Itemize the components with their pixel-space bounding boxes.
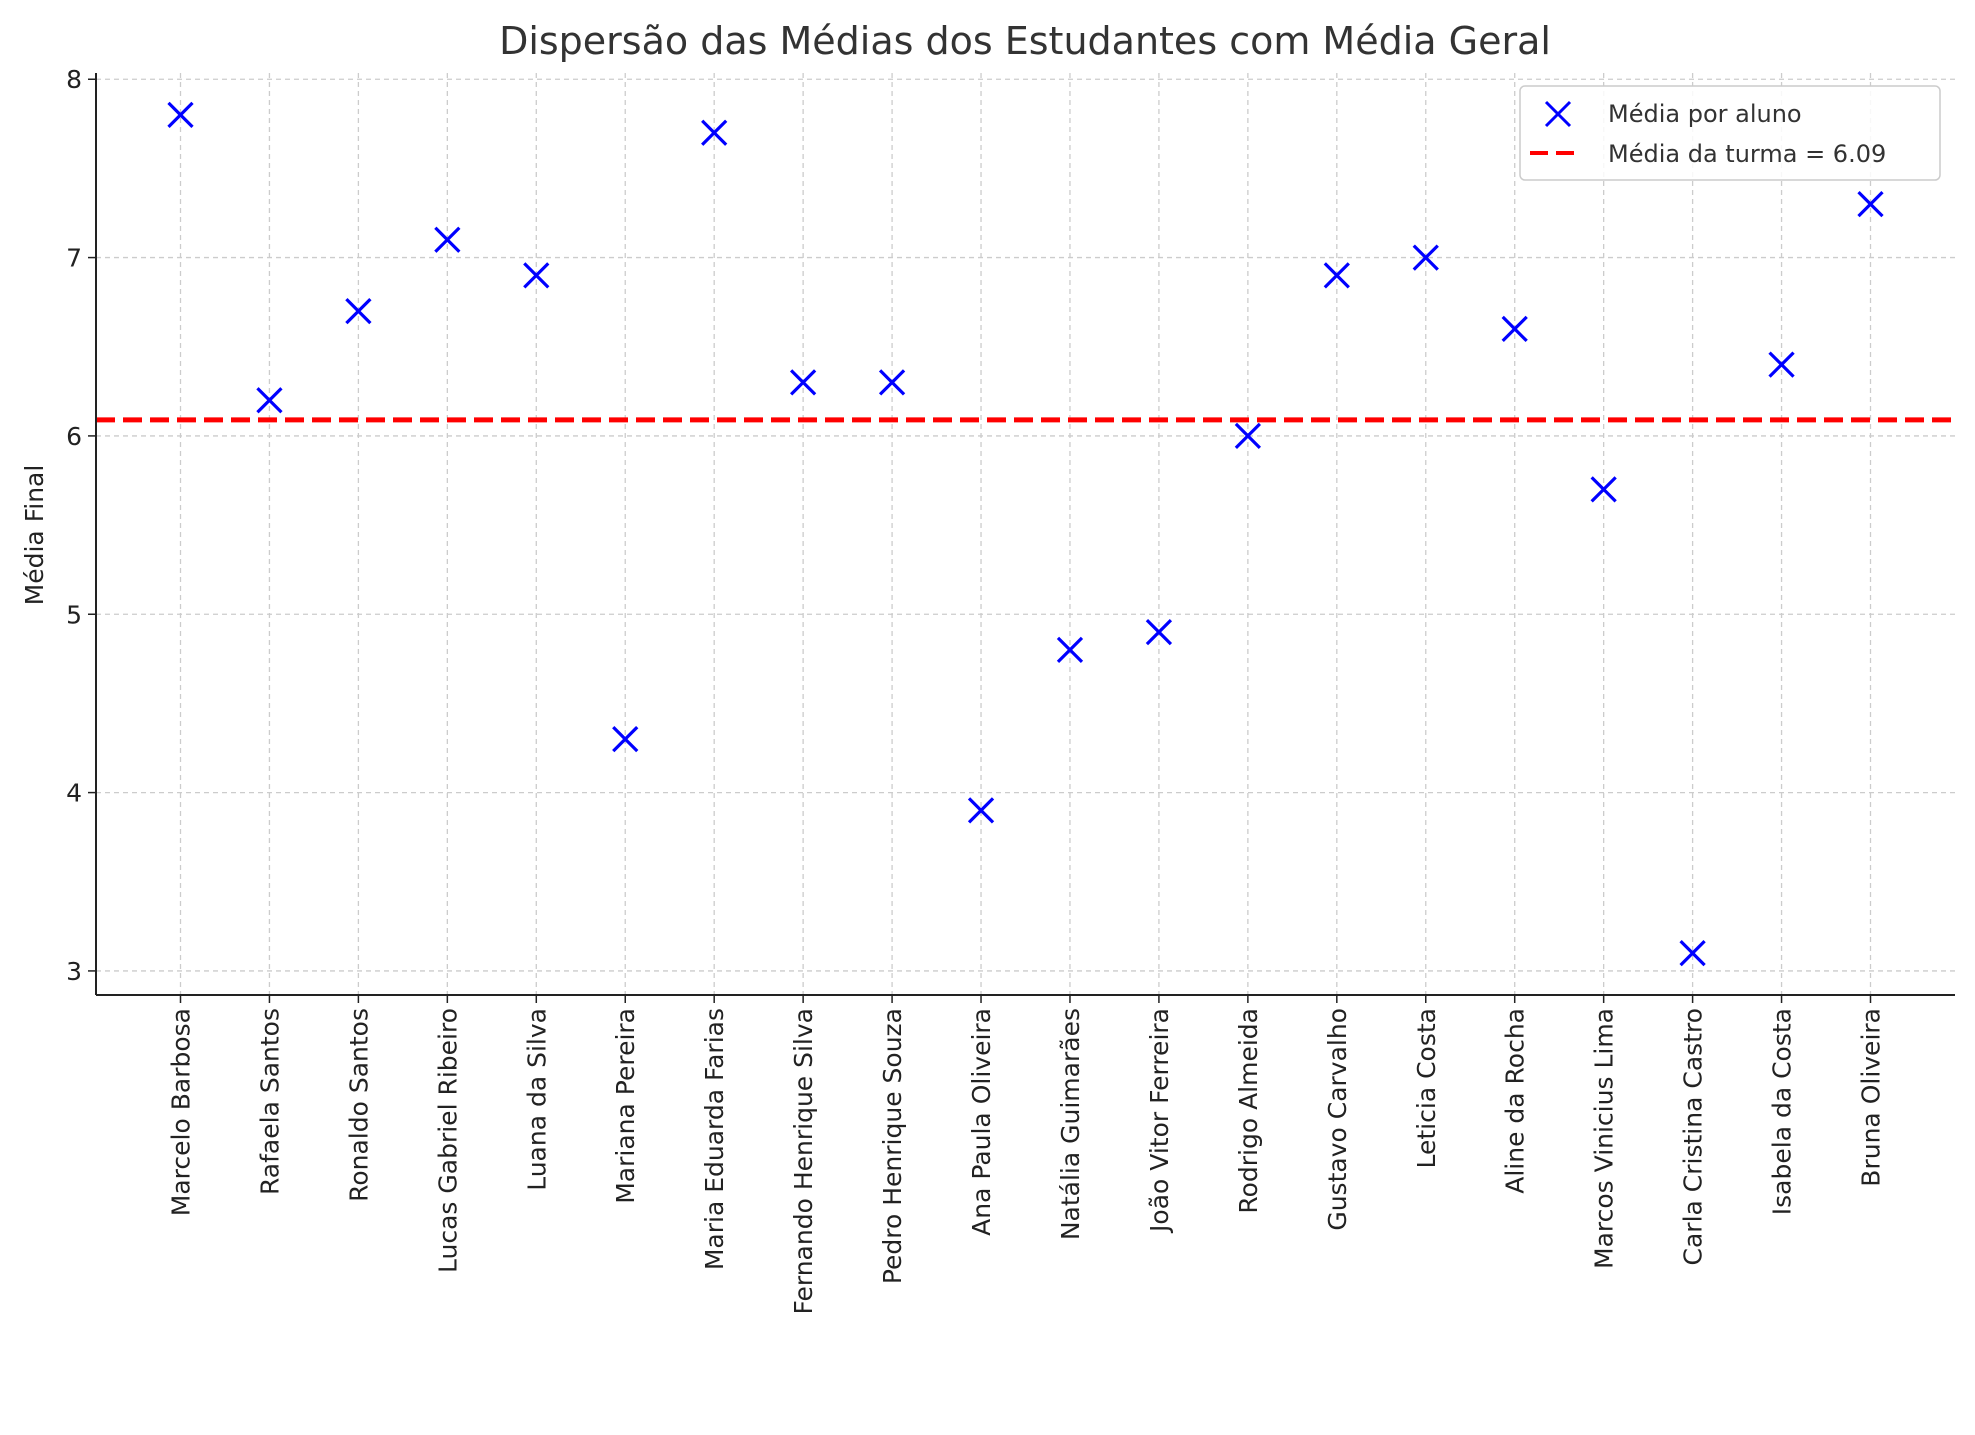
- data-point-x-marker: [1234, 422, 1261, 450]
- y-tick-label: 7: [66, 244, 82, 273]
- x-tick-label: Leticia Costa: [1412, 1008, 1441, 1168]
- marker-stroke: [612, 725, 639, 753]
- x-tick-label: Isabela da Costa: [1768, 1008, 1797, 1215]
- data-point-x-marker: [1056, 636, 1084, 664]
- legend-label-points: Média por aluno: [1608, 100, 1802, 128]
- x-tick-label: Ronaldo Santos: [344, 1008, 373, 1202]
- data-point-x-marker: [1768, 351, 1795, 378]
- y-axis-label: Média Final: [20, 465, 49, 606]
- x-tick-labels: Marcelo Barbosa Rafaela Santos Ronaldo San…: [167, 1008, 1886, 1315]
- x-tick-label: Carla Cristina Castro: [1679, 1008, 1708, 1265]
- x-tick-label: Lucas Gabriel Ribeiro: [433, 1008, 462, 1273]
- data-point-x-marker: [523, 262, 550, 289]
- x-tick-label: Gustavo Carvalho: [1323, 1008, 1352, 1231]
- data-point-x-marker: [1679, 939, 1706, 967]
- legend: Média por aluno Média da turma = 6.09: [1519, 85, 1941, 181]
- data-point-x-marker: [878, 369, 906, 396]
- legend-box: [1519, 85, 1941, 181]
- data-point-x-marker: [1323, 262, 1350, 289]
- x-tick-label: Maria Eduarda Farias: [700, 1008, 729, 1270]
- data-point-x-marker: [967, 797, 995, 824]
- x-tick-label: Mariana Pereira: [611, 1008, 640, 1204]
- marker-stroke: [256, 387, 283, 414]
- x-tick-label: Luana da Silva: [522, 1008, 551, 1191]
- marker-stroke: [701, 119, 728, 146]
- marker-stroke: [1679, 939, 1706, 967]
- x-tick-label: Bruna Oliveira: [1857, 1008, 1886, 1187]
- data-point-x-marker: [434, 226, 461, 253]
- x-tick-label: Ana Paula Oliveira: [967, 1008, 996, 1236]
- marker-stroke: [967, 797, 995, 824]
- marker-stroke: [1768, 351, 1795, 378]
- marker-stroke: [790, 369, 817, 396]
- axes: [88, 73, 1955, 1003]
- marker-stroke: [1323, 262, 1350, 289]
- grid: [96, 73, 1955, 995]
- x-tick-label: Marcelo Barbosa: [167, 1008, 196, 1216]
- x-tick-label: Natália Guimarães: [1056, 1008, 1085, 1240]
- marker-stroke: [878, 369, 906, 396]
- data-point-x-marker: [701, 119, 728, 146]
- legend-label-mean: Média da turma = 6.09: [1608, 140, 1886, 168]
- marker-stroke: [167, 101, 194, 129]
- y-tick-label: 3: [66, 957, 82, 986]
- x-tick-label: Fernando Henrique Silva: [789, 1008, 818, 1315]
- marker-stroke: [1857, 190, 1884, 218]
- data-point-x-marker: [1590, 476, 1617, 503]
- marker-stroke: [1590, 476, 1617, 503]
- x-tick-label: Aline da Rocha: [1501, 1008, 1530, 1194]
- x-tick-label: Rodrigo Almeida: [1234, 1008, 1263, 1214]
- marker-stroke: [1056, 636, 1084, 664]
- marker-stroke: [1412, 244, 1439, 271]
- x-tick-label: João Vitor Ferreira: [1145, 1008, 1174, 1234]
- x-tick-label: Marcos Vinicius Lima: [1590, 1008, 1619, 1269]
- data-point-x-marker: [612, 725, 639, 753]
- y-tick-labels: 3 4 5 6 7 8: [66, 65, 82, 986]
- points: [167, 101, 1884, 967]
- data-point-x-marker: [345, 297, 372, 325]
- data-point-x-marker: [1145, 618, 1173, 646]
- y-tick-label: 5: [66, 600, 82, 629]
- chart-title: Dispersão das Médias dos Estudantes com …: [499, 19, 1551, 63]
- x-tick-label: Pedro Henrique Souza: [878, 1008, 907, 1284]
- x-tick-label: Rafaela Santos: [255, 1008, 284, 1195]
- y-tick-label: 6: [66, 422, 82, 451]
- marker-stroke: [1234, 422, 1261, 450]
- y-tick-label: 4: [66, 779, 82, 808]
- marker-stroke: [345, 297, 372, 325]
- data-point-x-marker: [1501, 315, 1528, 343]
- marker-stroke: [1145, 618, 1173, 646]
- marker-stroke: [434, 226, 461, 253]
- legend-x-marker-icon: [1544, 100, 1572, 128]
- data-point-x-marker: [1412, 244, 1439, 271]
- y-tick-label: 8: [66, 65, 82, 94]
- data-point-x-marker: [790, 369, 817, 396]
- data-point-x-marker: [167, 101, 194, 129]
- data-point-x-marker: [256, 387, 283, 414]
- marker-stroke: [523, 262, 550, 289]
- data-point-x-marker: [1857, 190, 1884, 218]
- marker-stroke: [1501, 315, 1528, 343]
